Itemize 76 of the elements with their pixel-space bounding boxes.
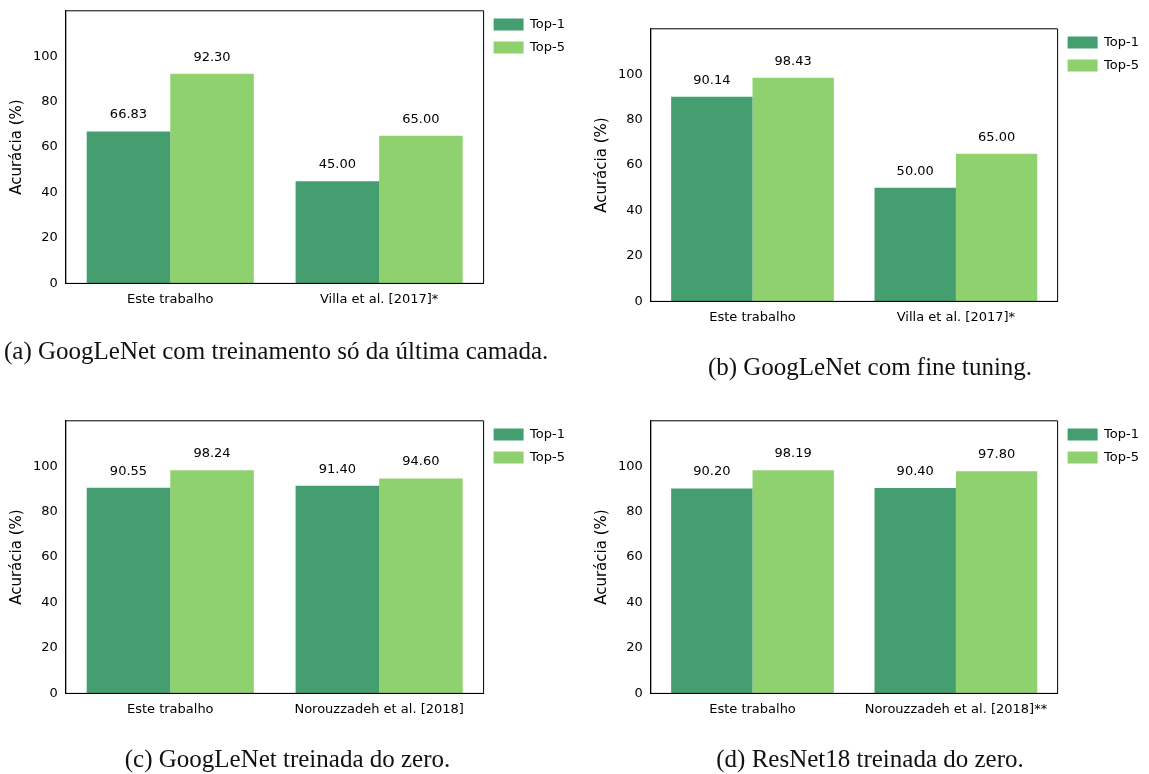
bar [170, 73, 254, 284]
y-tick-label: 80 [626, 503, 643, 519]
bar [671, 488, 753, 694]
bar [86, 131, 171, 284]
data-label: 98.19 [774, 445, 812, 461]
data-label: 90.20 [693, 463, 731, 479]
bar [752, 77, 834, 302]
y-tick-label: 60 [626, 548, 643, 564]
bar [379, 135, 463, 284]
y-tick-label: 100 [32, 457, 58, 473]
data-label: 97.80 [977, 446, 1016, 462]
y-tick-label: 40 [41, 183, 58, 199]
data-label: 90.14 [693, 71, 731, 87]
text: (d) ResNet18 treinada do zero. [715, 744, 1025, 774]
x-tick-label: Este trabalho [709, 308, 796, 324]
legend-label: Top-1 [1103, 425, 1140, 441]
legend-label: Top-5 [529, 38, 566, 54]
bar [874, 187, 956, 302]
data-label: 98.24 [193, 445, 231, 461]
legend-label: Top-5 [1103, 56, 1140, 72]
bar [752, 470, 834, 694]
y-tick-label: 80 [626, 111, 643, 127]
y-tick-label: 20 [41, 639, 58, 655]
y-axis-title: Acurácia (%) [6, 99, 25, 195]
y-axis-title: Acurácia (%) [6, 509, 25, 605]
y-tick-label: 60 [41, 548, 58, 564]
data-label: 45.00 [318, 156, 356, 172]
y-tick-label: 0 [634, 292, 643, 308]
x-tick-label: Norouzzadeh et al. [2018] [294, 700, 464, 716]
text: (c) GoogLeNet treinada do zero. [123, 744, 452, 774]
data-label: 50.00 [896, 162, 934, 178]
bar [874, 488, 956, 694]
data-label: 94.60 [402, 453, 440, 469]
x-tick-label: Villa et al. [2017]* [896, 308, 1016, 324]
data-label: 90.40 [896, 462, 934, 478]
y-tick-label: 100 [617, 457, 643, 473]
data-label: 92.30 [193, 48, 231, 64]
y-tick-label: 20 [626, 247, 643, 263]
y-tick-label: 40 [41, 593, 58, 609]
bar [295, 181, 380, 284]
y-tick-label: 100 [617, 65, 643, 81]
y-tick-label: 20 [41, 229, 58, 245]
y-axis-title: Acurácia (%) [591, 117, 610, 213]
data-label: 65.00 [402, 110, 440, 126]
y-tick-label: 80 [41, 503, 58, 519]
y-tick-label: 40 [626, 201, 643, 217]
x-tick-label: Este trabalho [709, 700, 796, 716]
y-tick-label: 60 [41, 138, 58, 154]
y-tick-label: 80 [41, 93, 58, 109]
x-tick-label: Norouzzadeh et al. [2018]** [864, 700, 1048, 716]
y-tick-label: 20 [626, 639, 643, 655]
data-label: 66.83 [109, 106, 148, 122]
data-label: 98.43 [774, 52, 812, 68]
data-label: 65.00 [977, 128, 1016, 144]
legend-label: Top-1 [1103, 33, 1140, 49]
data-label: 91.40 [318, 460, 356, 476]
y-tick-label: 0 [49, 274, 58, 290]
legend-label: Top-5 [529, 448, 566, 464]
data-label: 90.55 [109, 462, 148, 478]
y-tick-label: 0 [49, 684, 58, 700]
x-tick-label: Este trabalho [126, 290, 214, 306]
y-tick-label: 0 [634, 684, 643, 700]
legend-label: Top-1 [529, 15, 566, 31]
y-tick-label: 100 [32, 47, 58, 63]
text: (a) GoogLeNet com treinamento só da última camada. [4, 336, 550, 367]
x-tick-label: Este trabalho [126, 700, 214, 716]
legend-label: Top-5 [1103, 448, 1140, 464]
y-tick-label: 60 [626, 156, 643, 172]
y-axis-title: Acurácia (%) [591, 509, 610, 605]
text: (b) GoogLeNet com fine tuning. [706, 352, 1034, 383]
y-tick-label: 40 [626, 593, 643, 609]
bar [955, 471, 1038, 694]
legend-label: Top-1 [529, 425, 566, 441]
bar [955, 153, 1038, 302]
bar [671, 96, 753, 302]
x-tick-label: Villa et al. [2017]* [319, 290, 439, 306]
